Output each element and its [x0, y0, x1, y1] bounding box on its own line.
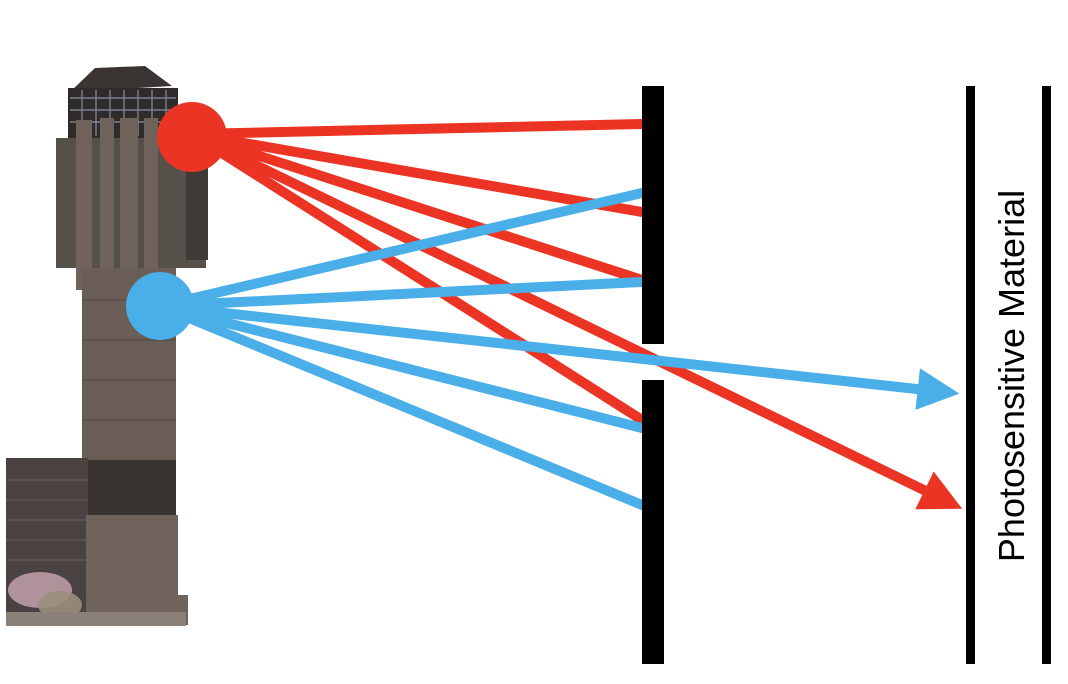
barrier-lower: [642, 380, 664, 664]
red-ray-2: [187, 129, 647, 217]
blue-ray-1: [155, 188, 647, 311]
blue-rays: [155, 188, 960, 510]
red-ray-3: [187, 129, 647, 285]
barrier-upper: [642, 86, 664, 344]
plate-line-left: [966, 86, 975, 664]
blue-ray-5: [155, 301, 647, 510]
building-base-right: [86, 515, 178, 625]
building-roof: [70, 66, 172, 92]
plate-line-right: [1042, 86, 1051, 664]
red-rays: [187, 119, 963, 510]
red-source-point: [157, 102, 227, 172]
building-ribs: [76, 118, 158, 290]
red-ray-4: [187, 129, 647, 425]
red-ray-through-pinhole: [187, 129, 963, 510]
photosensitive-plate: [966, 86, 1051, 664]
photosensitive-material-label: Photosensitive Material: [991, 190, 1032, 562]
blue-ray-through-pinhole: [155, 301, 960, 410]
building-illustration: [6, 66, 208, 626]
red-ray-1: [187, 119, 647, 139]
blue-ray-2: [155, 277, 647, 311]
blue-ray-4: [155, 301, 647, 433]
pinhole-barrier: [642, 86, 664, 664]
blue-source-point: [126, 272, 194, 340]
